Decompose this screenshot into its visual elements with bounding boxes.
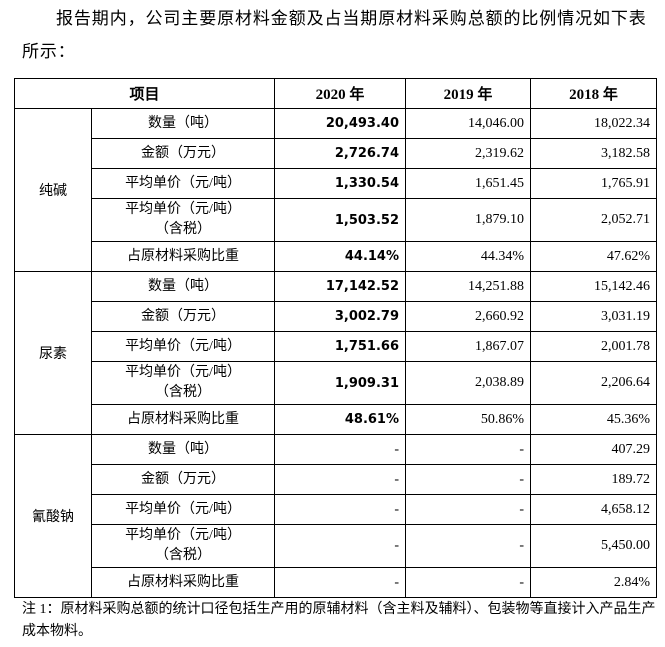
item-label: 数量（吨） bbox=[90, 108, 276, 139]
value-cell: 3,002.79 bbox=[274, 301, 407, 332]
table-row: 平均单价（元/吨） 1,751.66 1,867.07 2,001.78 bbox=[15, 331, 658, 362]
header-cell: 项目 bbox=[13, 78, 276, 109]
value-cell: 2,038.89 bbox=[405, 361, 532, 405]
table-row: 占原材料采购比重 48.61% 50.86% 45.36% bbox=[15, 404, 658, 435]
value-cell: - bbox=[274, 494, 407, 525]
table-row: 平均单价（元/吨） （含税） - -5,450.00 bbox=[15, 524, 658, 568]
table-body: 纯碱 数量（吨） 20,493.40 14,046.00 18,022.34 金额（万元）… bbox=[14, 108, 658, 598]
value-cell: 2,052.71 bbox=[530, 198, 658, 242]
value-cell: 2,001.78 bbox=[530, 331, 658, 362]
value-cell: - bbox=[274, 524, 407, 568]
intro-paragraph: 报告期内，公司主要原材料金额及占当期原材料采购总额的比例情况如下表所示： bbox=[22, 9, 647, 61]
item-label: 占原材料采购比重 bbox=[90, 404, 276, 435]
item-label: 金额（万元） bbox=[90, 464, 276, 495]
value-cell: 2,726.74 bbox=[274, 138, 407, 169]
value-cell: - bbox=[405, 567, 532, 598]
group-label: 氰酸钠 bbox=[14, 434, 92, 598]
value-cell: 5,450.00 bbox=[530, 524, 658, 568]
value-cell: 1,879.10 bbox=[405, 198, 532, 242]
value-cell: 47.62% bbox=[530, 241, 658, 272]
value-cell: - bbox=[405, 464, 532, 495]
value-cell: 1,867.07 bbox=[405, 331, 532, 362]
table-row: 金额（万元） - -189.72 bbox=[15, 464, 658, 495]
table-row: 占原材料采购比重 - -2.84% bbox=[15, 567, 658, 598]
footnote: 注 1：原材料采购总额的统计口径包括生产用的原辅材料（含主料及辅料）、包装物等直… bbox=[22, 602, 656, 639]
value-cell: - bbox=[274, 464, 407, 495]
item-label: 平均单价（元/吨） （含税） bbox=[90, 198, 276, 242]
item-label: 数量（吨） bbox=[90, 434, 276, 465]
value-cell: 14,251.88 bbox=[405, 271, 532, 302]
value-cell: 48.61% bbox=[274, 404, 407, 435]
value-cell: 45.36% bbox=[530, 404, 658, 435]
value-cell: - bbox=[274, 434, 407, 465]
table-row: 平均单价（元/吨） - -4,658.12 bbox=[15, 494, 658, 525]
table-row: 平均单价（元/吨） （含税） 1,909.31 2,038.89 2,206.64 bbox=[15, 361, 658, 405]
table-row: 平均单价（元/吨） （含税） 1,503.52 1,879.10 2,052.71 bbox=[15, 198, 658, 242]
value-cell: 1,651.45 bbox=[405, 168, 532, 199]
item-label: 金额（万元） bbox=[90, 301, 276, 332]
table-row: 平均单价（元/吨） 1,330.54 1,651.45 1,765.91 bbox=[15, 168, 658, 199]
value-cell: 18,022.34 bbox=[530, 108, 658, 139]
value-cell: 4,658.12 bbox=[530, 494, 658, 525]
group-label: 尿素 bbox=[14, 271, 92, 435]
value-cell: 1,765.91 bbox=[530, 168, 658, 199]
value-cell: - bbox=[405, 494, 532, 525]
value-cell: 1,503.52 bbox=[274, 198, 407, 242]
value-cell: 3,031.19 bbox=[530, 301, 658, 332]
item-label: 占原材料采购比重 bbox=[90, 241, 276, 272]
item-label: 金额（万元） bbox=[90, 138, 276, 169]
group-label: 纯碱 bbox=[14, 108, 92, 272]
table-row: 金额（万元） 2,726.74 2,319.62 3,182.58 bbox=[15, 138, 658, 169]
value-cell: - bbox=[405, 434, 532, 465]
value-cell: - bbox=[405, 524, 532, 568]
value-cell: 1,330.54 bbox=[274, 168, 407, 199]
item-label: 数量（吨） bbox=[90, 271, 276, 302]
value-cell: 2,206.64 bbox=[530, 361, 658, 405]
value-cell: 44.14% bbox=[274, 241, 407, 272]
value-cell: - bbox=[274, 567, 407, 598]
value-cell: 44.34% bbox=[405, 241, 532, 272]
value-cell: 50.86% bbox=[405, 404, 532, 435]
value-cell: 1,751.66 bbox=[274, 331, 407, 362]
item-label: 平均单价（元/吨） bbox=[90, 168, 276, 199]
value-cell: 15,142.46 bbox=[530, 271, 658, 302]
table-row: 氰酸钠 数量（吨） - -407.29 bbox=[14, 434, 658, 598]
value-cell: 14,046.00 bbox=[405, 108, 532, 139]
header-cell: 2020 年 bbox=[274, 78, 407, 109]
value-cell: 2.84% bbox=[530, 567, 658, 598]
item-label: 平均单价（元/吨） （含税） bbox=[90, 524, 276, 568]
item-label: 平均单价（元/吨） bbox=[90, 494, 276, 525]
value-cell: 189.72 bbox=[530, 464, 658, 495]
value-cell: 2,319.62 bbox=[405, 138, 532, 169]
value-cell: 3,182.58 bbox=[530, 138, 658, 169]
value-cell: 407.29 bbox=[530, 434, 658, 465]
table-row: 纯碱 数量（吨） 20,493.40 14,046.00 18,022.34 bbox=[14, 108, 658, 272]
table-row: 尿素 数量（吨） 17,142.52 14,251.88 15,142.46 bbox=[14, 271, 658, 435]
item-label: 平均单价（元/吨） （含税） bbox=[90, 361, 276, 405]
value-cell: 2,660.92 bbox=[405, 301, 532, 332]
item-label: 平均单价（元/吨） bbox=[90, 331, 276, 362]
header-cell: 2019 年 bbox=[405, 78, 532, 109]
table-row: 占原材料采购比重 44.14% 44.34% 47.62% bbox=[15, 241, 658, 272]
table-row: 金额（万元） 3,002.79 2,660.92 3,031.19 bbox=[15, 301, 658, 332]
table-header: 项目 2020 年 2019 年 2018 年 bbox=[13, 78, 658, 109]
item-label: 占原材料采购比重 bbox=[90, 567, 276, 598]
value-cell: 1,909.31 bbox=[274, 361, 407, 405]
header-row: 项目 2020 年 2019 年 2018 年 bbox=[13, 78, 658, 109]
value-cell: 17,142.52 bbox=[274, 271, 407, 302]
material-table: 项目 2020 年 2019 年 2018 年 纯碱 数量（吨） 20,493.40 14,… bbox=[13, 78, 658, 598]
value-cell: 20,493.40 bbox=[274, 108, 407, 139]
header-cell: 2018 年 bbox=[530, 78, 658, 109]
